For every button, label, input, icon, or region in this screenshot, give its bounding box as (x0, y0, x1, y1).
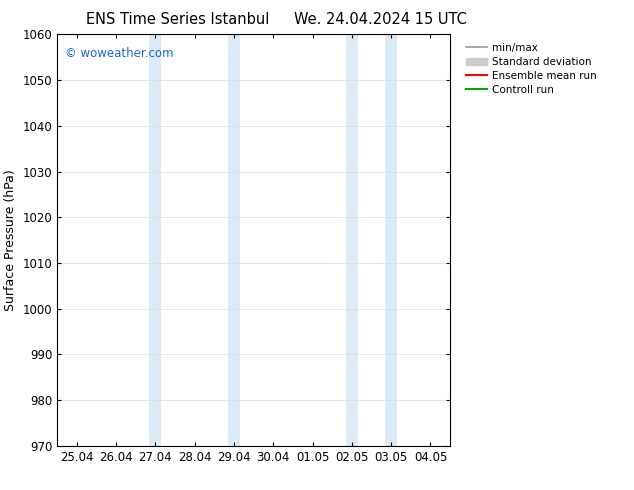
Y-axis label: Surface Pressure (hPa): Surface Pressure (hPa) (4, 169, 17, 311)
Bar (228, 34, 240, 446)
Text: © woweather.com: © woweather.com (65, 47, 174, 60)
Bar (346, 34, 358, 446)
Text: ENS Time Series Istanbul: ENS Time Series Istanbul (86, 12, 269, 27)
Bar (385, 34, 397, 446)
Legend: min/max, Standard deviation, Ensemble mean run, Controll run: min/max, Standard deviation, Ensemble me… (463, 40, 600, 98)
Text: We. 24.04.2024 15 UTC: We. 24.04.2024 15 UTC (294, 12, 467, 27)
Bar (150, 34, 161, 446)
